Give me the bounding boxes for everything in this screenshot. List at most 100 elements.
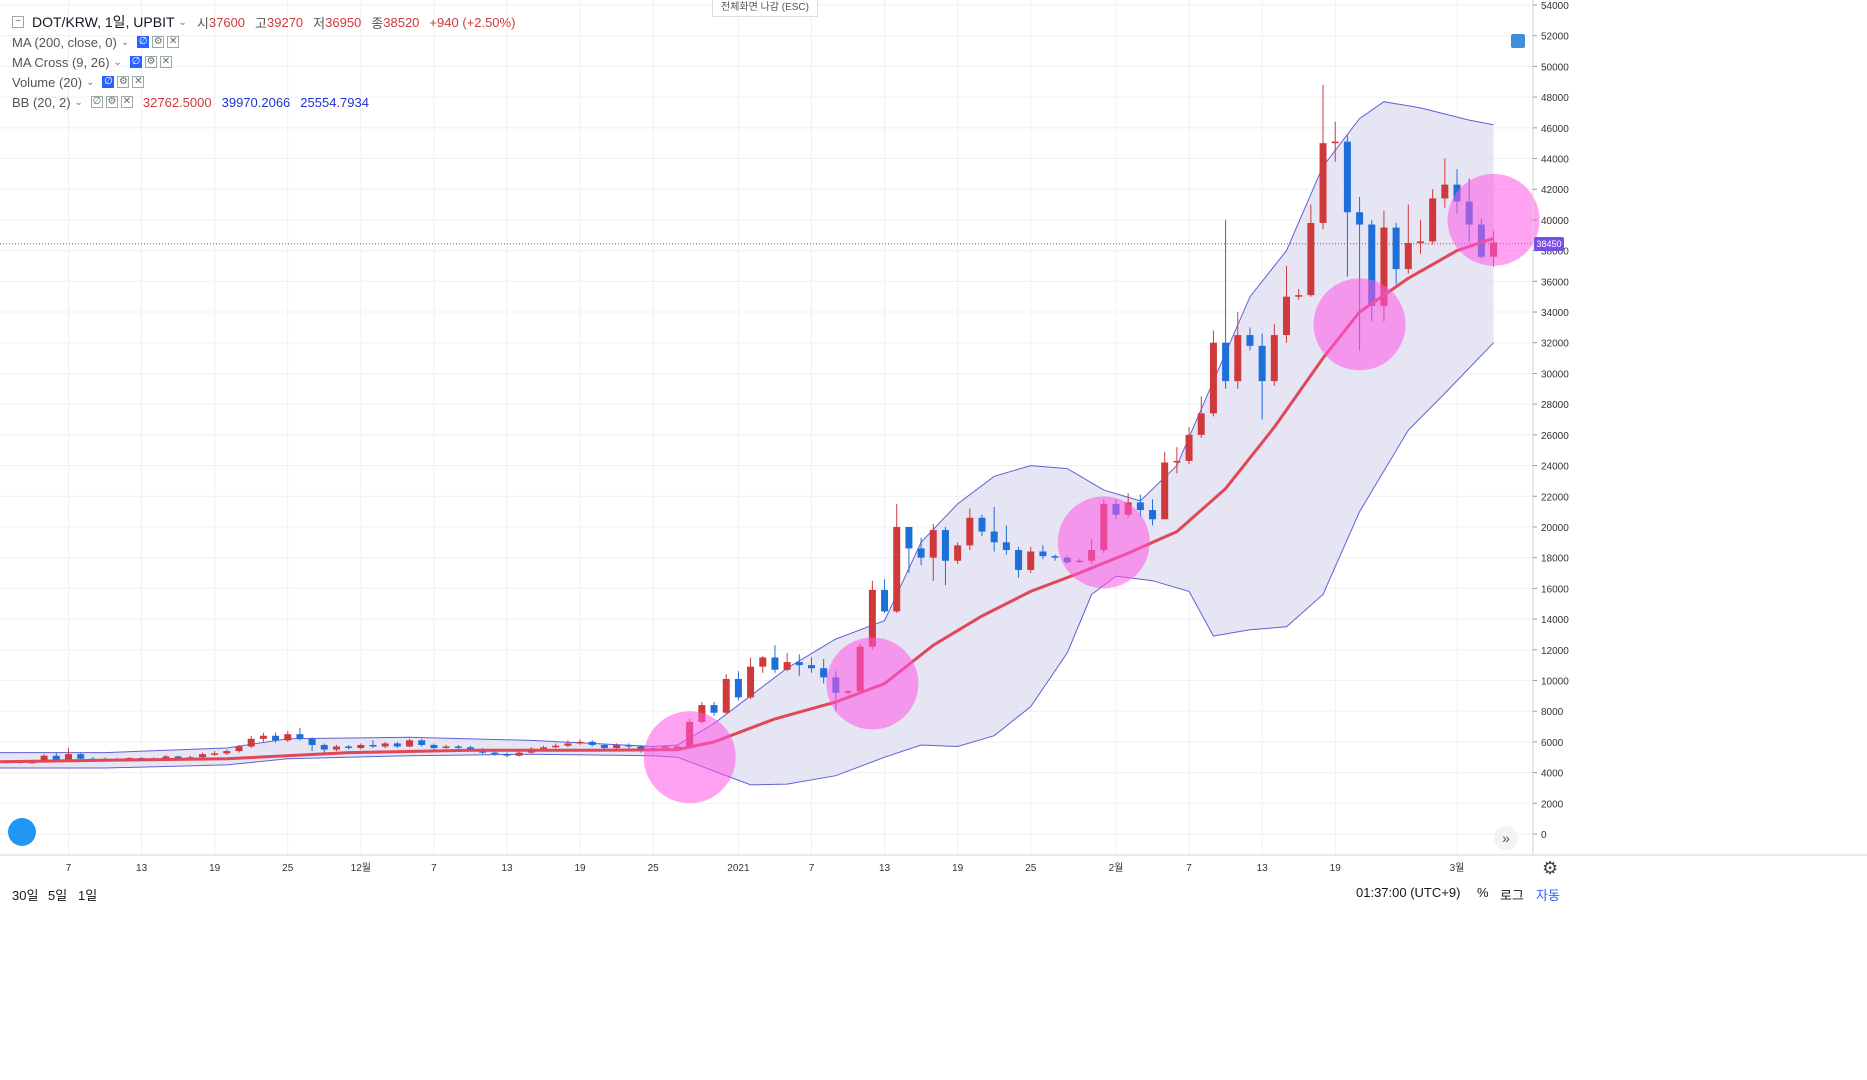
candle bbox=[1173, 447, 1181, 474]
candle bbox=[247, 735, 255, 749]
exit-fullscreen-hint[interactable]: 전체화면 나감 (ESC) bbox=[712, 0, 818, 17]
candle-body bbox=[1441, 184, 1449, 199]
collapse-icon[interactable]: − bbox=[12, 16, 24, 28]
settings-icon[interactable]: ⚙ bbox=[152, 36, 165, 48]
candle bbox=[881, 579, 889, 613]
percent-toggle[interactable]: % bbox=[1477, 885, 1489, 900]
candle bbox=[1197, 396, 1205, 438]
indicator-label[interactable]: MA (200, close, 0) bbox=[12, 34, 117, 50]
range-1d-button[interactable]: 1일 bbox=[78, 888, 98, 903]
chevron-down-icon[interactable]: ⌄ bbox=[86, 76, 95, 88]
settings-icon[interactable]: ⚙ bbox=[117, 76, 130, 88]
candle-body bbox=[1331, 141, 1339, 144]
candle-body bbox=[1404, 242, 1412, 270]
low-label: 저 bbox=[313, 15, 326, 31]
close-icon[interactable]: ✕ bbox=[132, 76, 145, 88]
indicator-ma[interactable]: MA (200, close, 0) ⌄ ∅ ⚙ ✕ bbox=[12, 32, 515, 52]
visibility-icon[interactable]: ∅ bbox=[137, 36, 150, 48]
candle bbox=[211, 751, 219, 756]
candle-body bbox=[345, 746, 353, 749]
x-tick-label: 25 bbox=[282, 863, 294, 874]
y-tick-label: 26000 bbox=[1541, 431, 1569, 442]
candle bbox=[1136, 494, 1144, 517]
change-value: +940 (+2.50%) bbox=[429, 14, 516, 30]
x-tick-label: 19 bbox=[952, 863, 964, 874]
tradingview-logo-icon[interactable] bbox=[8, 818, 36, 846]
candle bbox=[345, 744, 353, 750]
auto-toggle[interactable]: 자동 bbox=[1536, 888, 1560, 903]
highlight-circle bbox=[1313, 278, 1406, 371]
close-icon[interactable]: ✕ bbox=[159, 56, 172, 68]
indicator-bb[interactable]: BB (20, 2) ⌄ ∅ ⚙ ✕ 32762.5000 39970.2066 25… bbox=[12, 92, 515, 112]
candle bbox=[1039, 545, 1047, 560]
y-tick-label: 2000 bbox=[1541, 799, 1564, 810]
candle bbox=[1234, 312, 1242, 389]
chevron-down-icon[interactable]: ⌄ bbox=[178, 16, 187, 28]
indicator-label[interactable]: MA Cross (9, 26) bbox=[12, 54, 110, 70]
candle bbox=[978, 514, 986, 537]
x-tick-label: 13 bbox=[136, 863, 148, 874]
candle-body bbox=[917, 548, 925, 558]
indicator-ma-cross[interactable]: MA Cross (9, 26) ⌄ ∅ ⚙ ✕ bbox=[12, 52, 515, 72]
close-icon[interactable]: ✕ bbox=[120, 96, 133, 108]
candle bbox=[284, 731, 292, 742]
candle bbox=[954, 542, 962, 564]
candle bbox=[820, 658, 828, 684]
candle-body bbox=[162, 756, 170, 759]
y-tick-label: 40000 bbox=[1541, 216, 1569, 227]
log-toggle[interactable]: 로그 bbox=[1500, 888, 1524, 903]
visibility-icon[interactable]: ∅ bbox=[129, 56, 142, 68]
candle bbox=[393, 741, 401, 749]
candle bbox=[1429, 189, 1437, 245]
candle-body bbox=[954, 545, 962, 561]
candle-body bbox=[491, 752, 499, 755]
candle bbox=[1392, 222, 1400, 285]
candle-body bbox=[588, 741, 596, 745]
close-icon[interactable]: ✕ bbox=[167, 36, 180, 48]
candle-body bbox=[710, 705, 718, 713]
indicator-label[interactable]: Volume (20) bbox=[12, 74, 83, 90]
candle-body bbox=[795, 662, 803, 666]
symbol-row[interactable]: − DOT/KRW, 1일, UPBIT ⌄ 시 37600 고 39270 저 36… bbox=[12, 12, 515, 32]
settings-icon[interactable]: ⚙ bbox=[105, 96, 118, 108]
indicator-label[interactable]: BB (20, 2) bbox=[12, 94, 71, 110]
visibility-icon[interactable]: ∅ bbox=[90, 96, 103, 108]
candle-body bbox=[1234, 335, 1242, 382]
symbol-title[interactable]: DOT/KRW, 1일, UPBIT bbox=[32, 14, 175, 30]
x-tick-label: 7 bbox=[809, 863, 815, 874]
timezone-label[interactable]: 01:37:00 (UTC+9) bbox=[1356, 885, 1461, 900]
bollinger-upper-band bbox=[0, 101, 1494, 754]
candle-body bbox=[1307, 222, 1315, 296]
candle-body bbox=[1136, 502, 1144, 511]
price-axis[interactable]: 0 2000 4000 6000 8000 10000 12000 14000 16000 180… bbox=[1533, 1, 1569, 841]
candle-body bbox=[893, 526, 901, 612]
scroll-to-latest-icon[interactable] bbox=[1511, 34, 1525, 48]
chevron-down-icon[interactable]: ⌄ bbox=[113, 56, 122, 68]
visibility-icon[interactable]: ∅ bbox=[102, 76, 115, 88]
candle-body bbox=[211, 753, 219, 755]
settings-icon[interactable]: ⚙ bbox=[144, 56, 157, 68]
candle-body bbox=[1185, 434, 1193, 461]
candle-body bbox=[65, 754, 72, 761]
candle-body bbox=[722, 678, 730, 713]
candle-body bbox=[259, 735, 267, 739]
range-30d-button[interactable]: 30일 bbox=[12, 888, 39, 903]
y-tick-label: 36000 bbox=[1541, 277, 1569, 288]
candle-body bbox=[1197, 413, 1205, 435]
candle-body bbox=[1416, 241, 1424, 243]
high-value: 39270 bbox=[267, 14, 304, 30]
candle-body bbox=[807, 665, 815, 669]
price-chart[interactable]: 0 2000 4000 6000 8000 10000 12000 14000 16000 180… bbox=[0, 0, 1867, 878]
candle bbox=[332, 744, 340, 752]
chevron-down-icon[interactable]: ⌄ bbox=[74, 96, 83, 108]
candle-body bbox=[1222, 342, 1230, 382]
scroll-right-icon[interactable]: » bbox=[1494, 826, 1518, 850]
chevron-down-icon[interactable]: ⌄ bbox=[120, 36, 130, 48]
indicator-volume[interactable]: Volume (20) ⌄ ∅ ⚙ ✕ bbox=[12, 72, 515, 92]
candle-body bbox=[503, 754, 511, 756]
candle-body bbox=[881, 589, 889, 612]
time-axis[interactable]: 7 13 19 25 12월 7 13 19 25 2021 7 13 19 25 2월 7 13 19 3월 bbox=[66, 862, 1465, 874]
gear-icon[interactable]: ⚙ bbox=[1542, 858, 1559, 878]
highlight-circles bbox=[643, 173, 1540, 804]
range-5d-button[interactable]: 5일 bbox=[48, 888, 68, 903]
